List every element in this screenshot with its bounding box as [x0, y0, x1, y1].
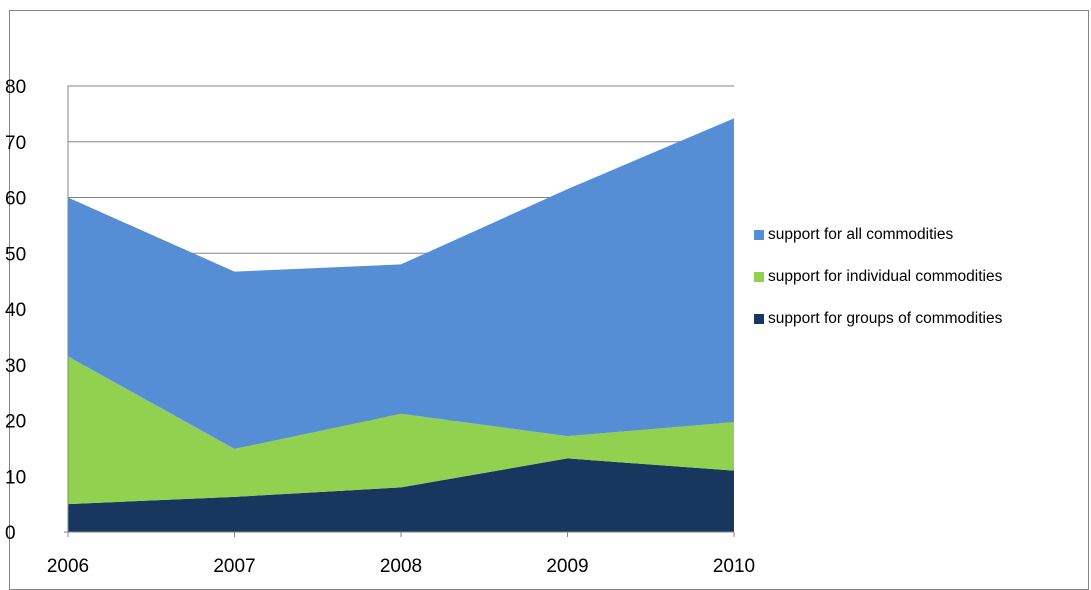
x-tick-label: 2010: [713, 556, 755, 577]
x-tick-label: 2007: [213, 556, 255, 577]
axes: [64, 86, 735, 537]
area-series-1: [68, 356, 734, 505]
area-series-2: [68, 118, 734, 449]
stacked-areas: [68, 118, 734, 532]
legend-item-all-commodities: support for all commodities: [754, 226, 1002, 244]
legend-swatch-individual-commodities: [754, 272, 764, 282]
y-tick-label: 0: [5, 523, 16, 544]
y-tick-label: 80: [5, 77, 26, 98]
y-axis-tick-labels: 0 10 20 30 40 50 60 70 80: [5, 77, 26, 544]
legend-label-groups-of-commodities: support for groups of commodities: [768, 310, 1003, 327]
area-series-0: [68, 458, 734, 532]
legend-label-individual-commodities: support for individual commodities: [768, 268, 1003, 285]
y-tick-label: 70: [5, 133, 26, 154]
legend: support for all commodities support for …: [754, 226, 1002, 352]
y-tick-label: 50: [5, 244, 26, 265]
x-tick-label: 2006: [47, 556, 89, 577]
legend-swatch-groups-of-commodities: [754, 314, 764, 324]
x-tick-label: 2009: [546, 556, 588, 577]
x-tick-label: 2008: [380, 556, 422, 577]
y-tick-label: 10: [5, 467, 26, 488]
legend-item-individual-commodities: support for individual commodities: [754, 268, 1002, 286]
area-chart: 0 10 20 30 40 50 60 70 80 2006 2007 2008 2009 2010: [5, 77, 755, 577]
y-tick-label: 60: [5, 189, 26, 210]
y-tick-label: 40: [5, 300, 26, 321]
legend-swatch-all-commodities: [754, 230, 764, 240]
legend-label-all-commodities: support for all commodities: [768, 226, 954, 243]
y-tick-label: 30: [5, 356, 26, 377]
y-tick-label: 20: [5, 412, 26, 433]
legend-item-groups-of-commodities: support for groups of commodities: [754, 310, 1002, 328]
x-axis-tick-labels: 2006 2007 2008 2009 2010: [47, 556, 755, 577]
